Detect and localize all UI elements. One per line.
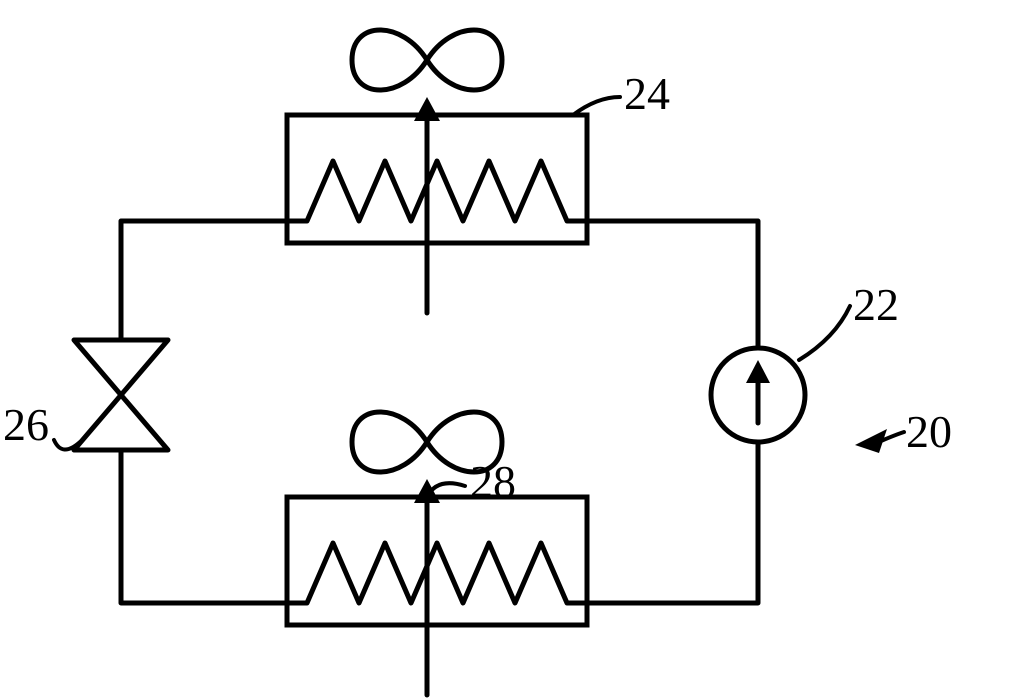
ref-label-20: 20 <box>906 405 952 458</box>
ref-label-28: 28 <box>470 455 516 508</box>
ref-label-24: 24 <box>624 67 670 120</box>
evaporator-coil <box>287 543 587 603</box>
pipe-evaporator-to-compressor <box>587 442 758 603</box>
condenser <box>287 115 587 243</box>
condenser-airflow-head <box>414 97 440 121</box>
evaporator-airflow-head <box>414 479 440 503</box>
expansion-valve <box>74 340 168 450</box>
evaporator <box>287 497 587 625</box>
pipe-condenser-to-expansion <box>121 221 287 340</box>
ref-label-22: 22 <box>853 278 899 331</box>
refrigeration-cycle-diagram <box>0 0 1017 698</box>
pipe-compressor-to-condenser <box>587 221 758 348</box>
condenser-coil <box>287 161 587 221</box>
leader-24 <box>573 97 620 115</box>
leader-22 <box>799 306 850 360</box>
compressor-arrow-head <box>746 360 770 383</box>
condenser-fan-icon <box>352 30 502 90</box>
ref-label-26: 26 <box>3 398 49 451</box>
pipe-expansion-to-evaporator <box>121 450 287 603</box>
